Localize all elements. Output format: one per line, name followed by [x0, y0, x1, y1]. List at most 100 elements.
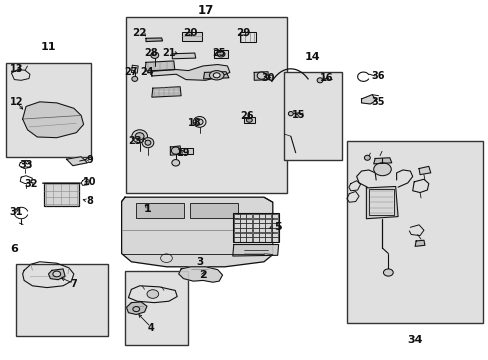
Ellipse shape	[364, 155, 369, 160]
Text: 25: 25	[212, 48, 225, 58]
Text: 7: 7	[70, 279, 77, 289]
Text: 29: 29	[236, 28, 250, 38]
Polygon shape	[232, 244, 278, 256]
Bar	[246, 228, 252, 232]
Text: 2: 2	[199, 270, 206, 280]
Text: 30: 30	[261, 73, 274, 83]
Text: 33: 33	[19, 160, 33, 170]
Text: 1: 1	[144, 204, 151, 214]
Bar	[136, 203, 183, 218]
Polygon shape	[170, 146, 181, 155]
Text: 23: 23	[128, 136, 141, 146]
Bar	[265, 224, 271, 228]
Polygon shape	[22, 102, 83, 138]
Ellipse shape	[147, 290, 158, 298]
Ellipse shape	[135, 133, 144, 140]
Ellipse shape	[132, 76, 138, 81]
Ellipse shape	[257, 72, 265, 79]
Bar	[16, 264, 108, 336]
Bar	[240, 219, 245, 223]
Polygon shape	[373, 158, 391, 164]
Text: 8: 8	[86, 196, 93, 206]
Text: 13: 13	[10, 64, 23, 74]
Polygon shape	[366, 186, 397, 219]
Bar	[240, 237, 245, 242]
Ellipse shape	[53, 271, 61, 277]
Bar	[124, 271, 187, 345]
Ellipse shape	[171, 159, 179, 166]
Bar	[178, 148, 193, 154]
Text: 27: 27	[124, 67, 138, 77]
Bar	[233, 228, 239, 232]
Bar	[271, 233, 277, 237]
Ellipse shape	[246, 118, 252, 122]
Bar	[271, 228, 277, 232]
Text: 9: 9	[86, 155, 93, 165]
Ellipse shape	[383, 269, 392, 276]
Bar	[233, 214, 239, 219]
Text: 17: 17	[197, 4, 213, 17]
Polygon shape	[146, 38, 162, 41]
Bar	[214, 50, 227, 58]
Bar	[246, 233, 252, 237]
Bar	[283, 72, 341, 160]
Polygon shape	[361, 95, 375, 104]
Bar	[252, 228, 258, 232]
Bar	[240, 233, 245, 237]
Bar	[271, 224, 277, 228]
Polygon shape	[414, 240, 424, 246]
Bar	[240, 224, 245, 228]
Bar	[252, 237, 258, 242]
Bar	[233, 233, 239, 237]
Bar	[265, 233, 271, 237]
Bar	[240, 228, 245, 232]
Polygon shape	[418, 166, 430, 175]
Bar	[265, 228, 271, 232]
Polygon shape	[48, 269, 65, 280]
Polygon shape	[254, 72, 268, 80]
Bar	[259, 224, 264, 228]
Text: 14: 14	[305, 52, 320, 62]
Text: 22: 22	[132, 28, 146, 38]
Bar	[246, 219, 252, 223]
Bar	[43, 183, 79, 206]
Bar	[233, 219, 239, 223]
Ellipse shape	[288, 112, 293, 116]
Polygon shape	[172, 53, 195, 59]
Text: 19: 19	[177, 148, 190, 158]
Bar	[252, 233, 258, 237]
Text: 3: 3	[196, 257, 203, 267]
Bar	[246, 237, 252, 242]
Bar	[259, 233, 264, 237]
Text: 35: 35	[371, 97, 385, 107]
Ellipse shape	[213, 73, 220, 78]
Text: 10: 10	[83, 177, 97, 187]
Bar	[252, 224, 258, 228]
Bar	[259, 237, 264, 242]
Bar	[243, 117, 255, 123]
Text: 20: 20	[182, 28, 197, 38]
Ellipse shape	[217, 51, 224, 57]
Text: 32: 32	[24, 179, 38, 189]
Text: 28: 28	[144, 48, 157, 58]
Bar	[233, 237, 239, 242]
Bar	[252, 219, 258, 223]
Ellipse shape	[373, 163, 390, 176]
Bar	[265, 219, 271, 223]
Ellipse shape	[151, 52, 158, 58]
Text: 6: 6	[10, 244, 18, 254]
Bar	[240, 214, 245, 219]
Bar	[271, 219, 277, 223]
Polygon shape	[178, 267, 222, 282]
Ellipse shape	[209, 71, 224, 80]
Bar	[5, 63, 91, 157]
Bar	[189, 203, 237, 218]
Text: 11: 11	[40, 42, 56, 52]
Text: 12: 12	[10, 97, 23, 107]
Polygon shape	[66, 157, 87, 166]
Bar	[239, 32, 256, 41]
Bar	[232, 213, 278, 242]
Bar	[271, 237, 277, 242]
Ellipse shape	[145, 140, 151, 145]
Bar	[126, 17, 287, 193]
